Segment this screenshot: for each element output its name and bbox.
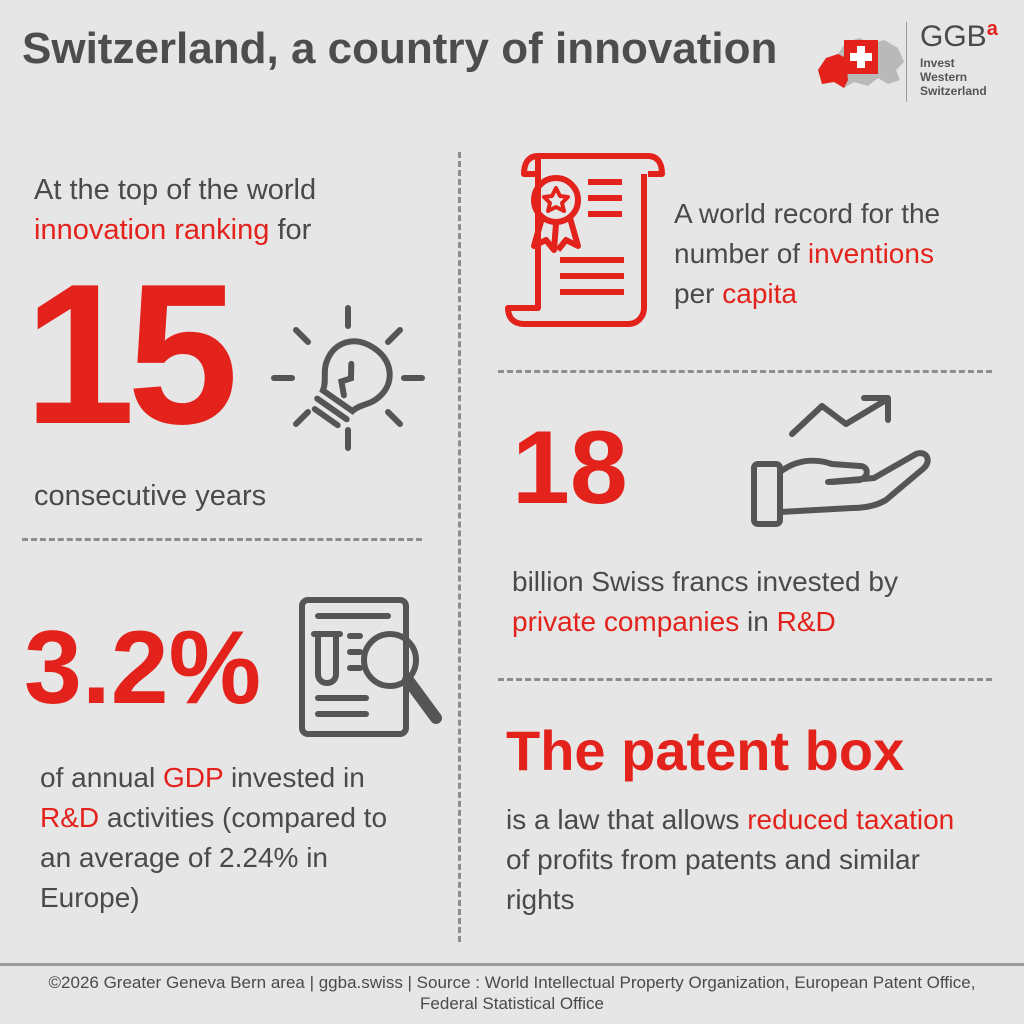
gdp-mid: invested in <box>230 762 365 793</box>
certificate-icon <box>498 148 668 328</box>
investment-highlight-rd: R&D <box>776 606 836 637</box>
light-bulb-icon <box>268 296 428 456</box>
ggba-logo <box>808 18 1008 104</box>
gdp-pre: of annual <box>40 762 156 793</box>
gdp-number: 3.2% <box>24 610 262 726</box>
investment-text: billion Swiss francs invested by private… <box>512 562 992 642</box>
patent-highlight: reduced taxation <box>747 804 955 835</box>
logo-brand: GGBa <box>920 18 998 54</box>
research-document-icon <box>296 594 446 744</box>
investment-mid: in <box>747 606 769 637</box>
patent-box-text: is a law that allows reduced taxation of… <box>506 800 976 920</box>
logo-subtitle: Invest Western Switzerland <box>920 56 987 98</box>
page-title: Switzerland, a country of innovation <box>22 24 778 73</box>
gdp-highlight: GDP <box>163 762 224 793</box>
gdp-text: of annual GDP invested in R&D activities… <box>40 758 420 918</box>
patent-post: of profits from patents and similar righ… <box>506 844 920 915</box>
gdp-highlight-rd: R&D <box>40 802 100 833</box>
record-highlight-capita: capita <box>722 278 797 309</box>
record-pre: A world record for the number of <box>674 198 941 269</box>
logo-separator <box>906 22 907 102</box>
footer-divider <box>0 963 1024 966</box>
ranking-pre: At the top of the world <box>34 174 317 206</box>
horizontal-divider-left <box>22 538 422 541</box>
patent-box-heading: The patent box <box>506 719 905 782</box>
vertical-divider <box>458 152 461 942</box>
ranking-post: for <box>277 214 312 246</box>
footer-credits: ©2026 Greater Geneva Bern area | ggba.sw… <box>48 973 976 1013</box>
patent-pre: is a law that allows <box>506 804 740 835</box>
logo-brand-sup: a <box>986 18 998 40</box>
record-highlight-inventions: inventions <box>807 238 934 269</box>
investment-number: 18 <box>512 410 628 526</box>
swiss-map-icon <box>818 38 904 88</box>
ranking-intro: At the top of the world innovation ranki… <box>34 170 414 250</box>
horizontal-divider-right-1 <box>498 370 992 373</box>
record-text: A world record for the number of inventi… <box>674 194 1004 314</box>
ranking-highlight: innovation ranking <box>34 214 270 246</box>
investment-pre: billion Swiss francs invested by <box>512 566 898 597</box>
logo-line: Invest <box>920 56 955 70</box>
logo-line: Western <box>920 70 968 84</box>
ranking-caption: consecutive years <box>34 480 267 512</box>
hand-growth-icon <box>748 392 938 532</box>
logo-line: Switzerland <box>920 84 987 98</box>
gdp-post: activities (compared to an average of 2.… <box>40 802 388 913</box>
record-mid: per <box>674 278 715 309</box>
investment-highlight-companies: private companies <box>512 606 740 637</box>
ranking-number: 15 <box>24 243 238 466</box>
horizontal-divider-right-2 <box>498 678 992 681</box>
logo-brand-text: GGB <box>920 20 987 53</box>
